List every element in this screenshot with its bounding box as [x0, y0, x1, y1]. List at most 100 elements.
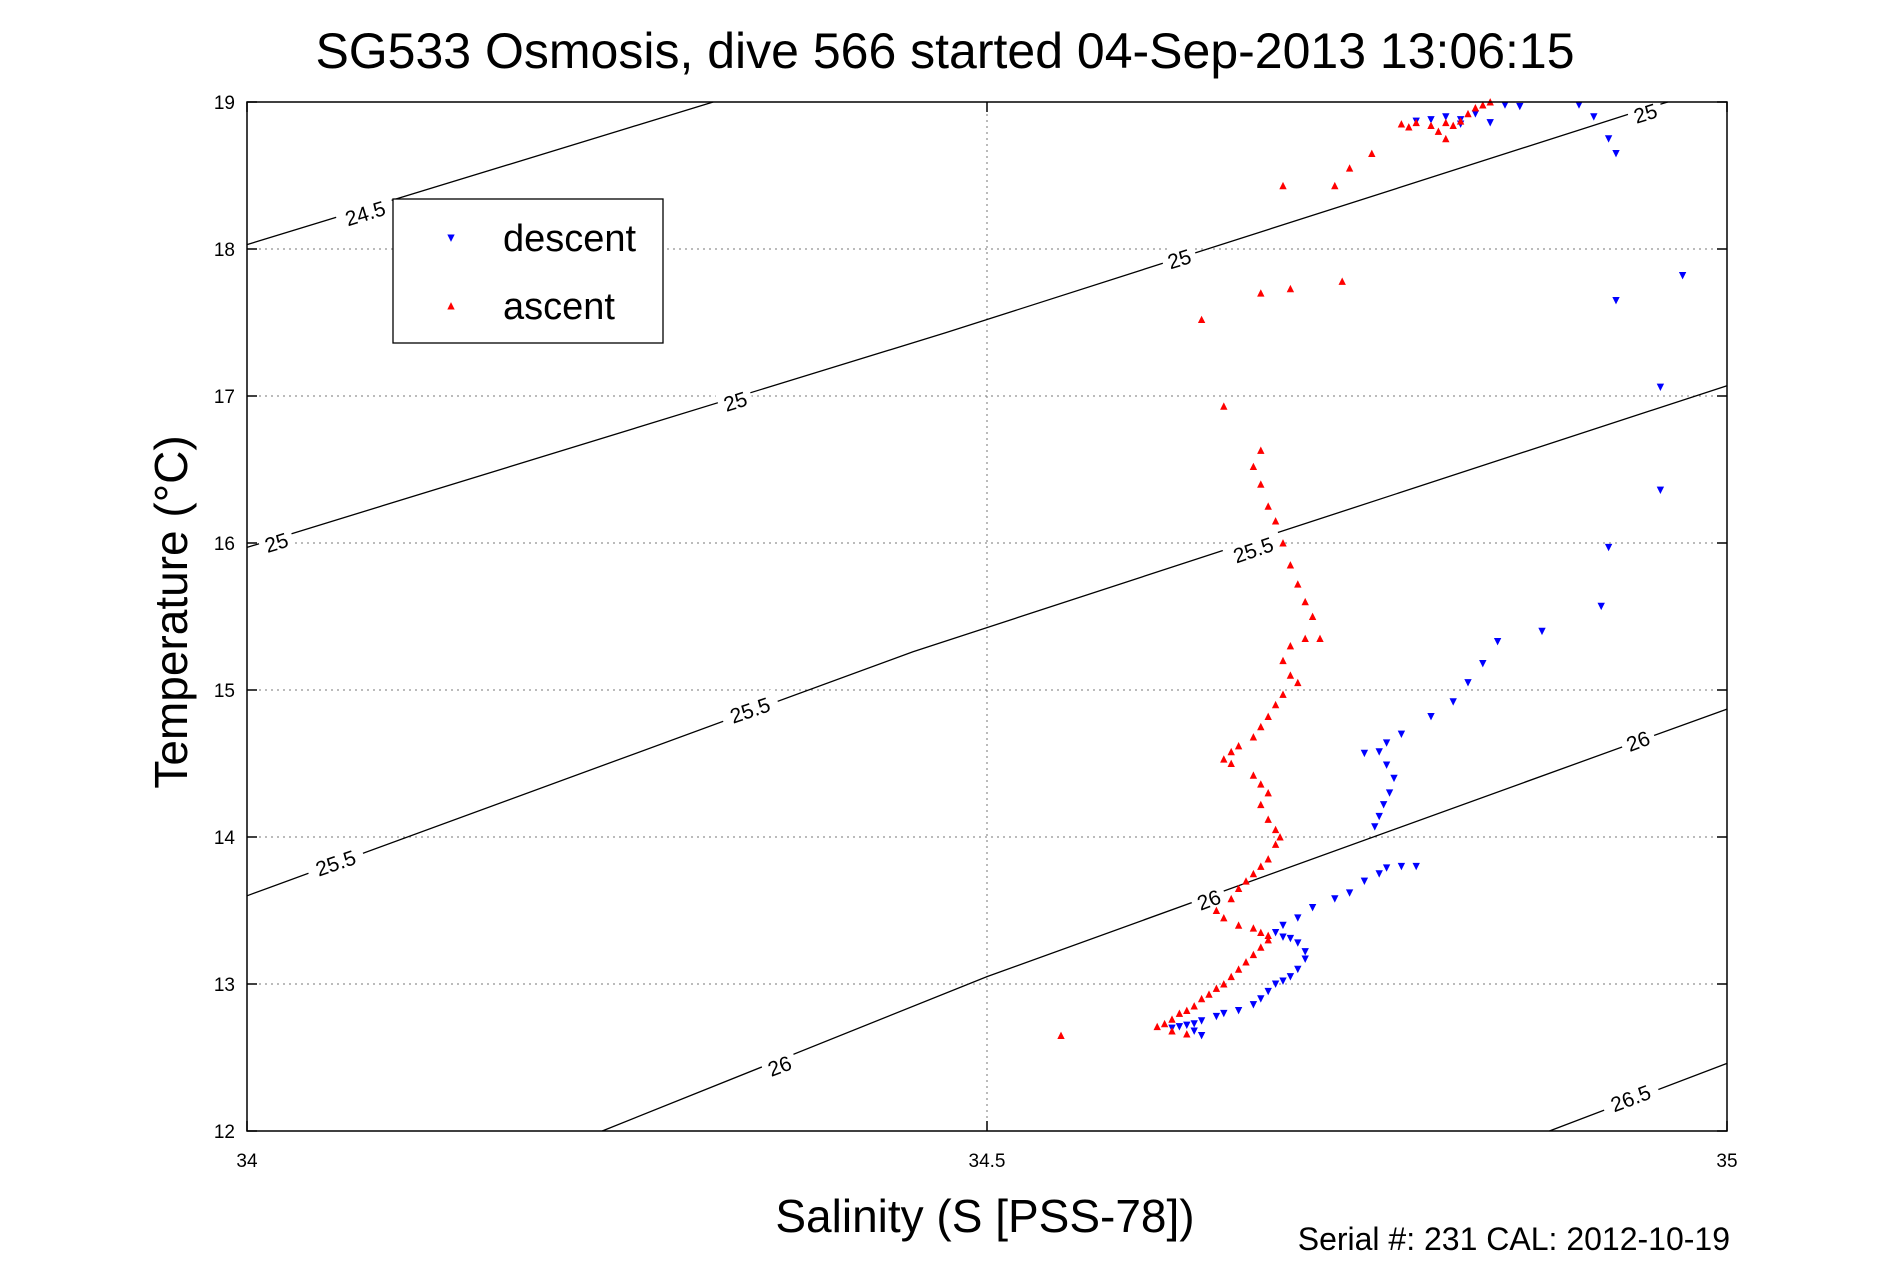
ascent-point: [1345, 164, 1354, 172]
descent-point: [1197, 1017, 1206, 1025]
descent-point: [1271, 980, 1280, 988]
ascent-point: [1257, 722, 1265, 731]
ascent-point: [1257, 862, 1265, 870]
ascent-point: [1301, 634, 1309, 643]
contour-label-bg: [715, 384, 756, 420]
ascent-point: [1234, 965, 1243, 973]
ascent-point: [1257, 928, 1265, 937]
ascent-point: [1405, 123, 1413, 131]
ascent-point: [1175, 1009, 1184, 1017]
contour-label-bg: [718, 688, 782, 733]
y-tick-label: 15: [214, 681, 235, 702]
y-tick-label: 17: [214, 387, 235, 408]
y-tick-label: 13: [214, 975, 235, 996]
descent-point: [1308, 904, 1317, 912]
descent-point: [1197, 1031, 1206, 1040]
ascent-point: [1271, 517, 1280, 525]
ascent-point: [1471, 104, 1480, 112]
descent-point: [1294, 914, 1302, 922]
chart-title: SG533 Osmosis, dive 566 started 04-Sep-2…: [315, 23, 1574, 79]
ascent-point: [1264, 502, 1272, 510]
ascent-point: [1249, 733, 1258, 741]
descent-point: [1397, 730, 1406, 738]
ascent-point: [1464, 109, 1472, 118]
ascent-point: [1264, 789, 1272, 797]
ascent-point: [1308, 612, 1317, 620]
ascent-point: [1427, 121, 1435, 130]
descent-point: [1449, 698, 1457, 706]
descent-point: [1234, 1006, 1243, 1015]
descent-point: [1382, 864, 1391, 872]
descent-point: [1412, 862, 1420, 871]
ascent-point: [1249, 869, 1258, 878]
contour-label-bg: [1221, 528, 1286, 573]
ascent-point: [1479, 101, 1487, 109]
ascent-point: [1257, 943, 1265, 951]
ascent-point: [1456, 117, 1465, 125]
ascent-point: [1442, 134, 1450, 143]
ascent-point: [1249, 462, 1258, 471]
ascent-point: [1183, 1006, 1191, 1014]
ascent-point: [1434, 127, 1443, 135]
contour-label-bg: [1617, 723, 1659, 760]
ascent-point: [1264, 855, 1272, 863]
descent-point: [1656, 383, 1665, 392]
ascent-point: [1234, 741, 1243, 750]
descent-point: [1331, 895, 1339, 903]
ascent-point: [1257, 289, 1265, 297]
ascent-point: [1294, 580, 1302, 588]
contour-label-bg: [333, 192, 397, 235]
descent-point: [1249, 1001, 1258, 1009]
ascent-point: [1257, 446, 1265, 454]
descent-point: [1279, 933, 1287, 941]
y-tick-label: 16: [214, 534, 235, 555]
descent-point: [1371, 823, 1379, 831]
descent-point: [1375, 812, 1383, 821]
legend-marker-ascent: [447, 302, 455, 310]
descent-point: [1382, 761, 1391, 769]
descent-point: [1375, 870, 1383, 878]
ascent-point: [1227, 747, 1235, 756]
descent-point: [1301, 955, 1309, 963]
descent-point: [1279, 921, 1287, 930]
descent-point: [1538, 627, 1546, 636]
ascent-point: [1257, 480, 1265, 488]
descent-point: [1212, 1012, 1221, 1021]
ascent-point: [1271, 840, 1280, 848]
ascent-point: [1264, 712, 1272, 720]
ascent-point: [1057, 1031, 1065, 1039]
ascent-point: [1197, 315, 1206, 324]
descent-point: [1301, 948, 1309, 956]
descent-point: [1271, 929, 1280, 937]
ascent-point: [1276, 833, 1284, 841]
descent-point: [1427, 712, 1435, 721]
x-tick-label: 34.5: [969, 1151, 1006, 1172]
ascent-point: [1271, 825, 1280, 834]
contour-label-bg: [304, 841, 368, 886]
descent-point: [1257, 995, 1265, 1003]
ascent-point: [1168, 1027, 1176, 1035]
descent-point: [1286, 934, 1295, 943]
descent-point: [1360, 749, 1369, 758]
ascent-point: [1331, 181, 1339, 190]
descent-point: [1375, 748, 1383, 756]
ascent-point: [1190, 1002, 1198, 1010]
ascent-point: [1279, 539, 1287, 547]
y-axis-label: Temperature (°C): [145, 435, 197, 788]
ascent-point: [1249, 771, 1258, 779]
ascent-point: [1279, 656, 1287, 665]
ascent-point: [1264, 936, 1272, 944]
density-contour-25.5: [246, 385, 1728, 897]
ascent-point: [1257, 800, 1265, 809]
descent-point: [1604, 135, 1613, 143]
ascent-point: [1249, 924, 1258, 932]
ascent-point: [1205, 990, 1213, 998]
ascent-point: [1279, 690, 1287, 698]
legend-box: [392, 198, 664, 344]
ascent-point: [1227, 972, 1235, 981]
axis-ticks: 34 34.5 35 12 13 14 15 16 17 18 19: [214, 93, 1738, 1172]
descent-point: [1678, 271, 1687, 280]
density-contour-26: [601, 708, 1728, 1132]
ascent-point: [1286, 284, 1295, 293]
